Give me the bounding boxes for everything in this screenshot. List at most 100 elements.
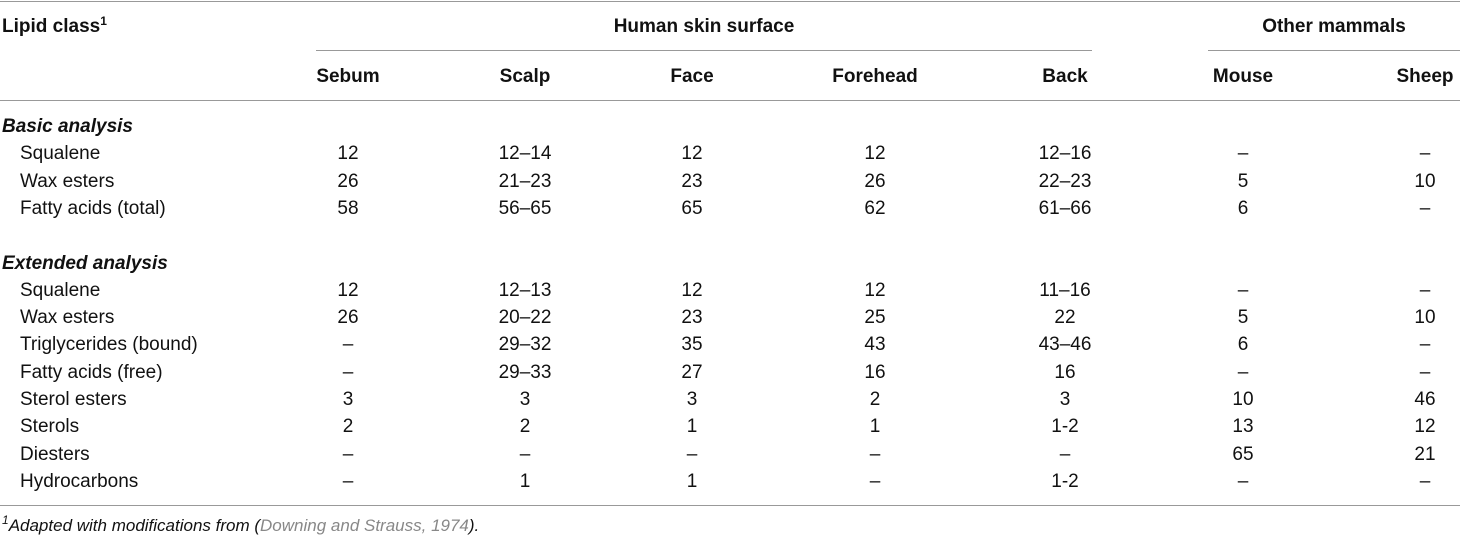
cell: 3 xyxy=(342,389,354,410)
cell: 12 xyxy=(864,279,886,301)
cell: 1-2 xyxy=(1051,470,1079,492)
group-rule xyxy=(316,50,1092,51)
cell: – xyxy=(342,443,354,465)
cell: 43 xyxy=(864,334,886,356)
citation-link[interactable]: Downing and Strauss, 1974 xyxy=(260,516,469,535)
cell: 6 xyxy=(1237,197,1249,219)
cell: – xyxy=(1419,279,1431,301)
footnote-text: ). xyxy=(468,516,480,535)
cell: 13 xyxy=(1232,416,1254,438)
cell: 1 xyxy=(686,470,698,492)
cell: 11–16 xyxy=(1039,279,1091,301)
cell: – xyxy=(1237,361,1249,383)
cell: 20–22 xyxy=(498,307,552,329)
cell: 29–32 xyxy=(498,334,552,356)
cell: – xyxy=(869,470,881,492)
cell: – xyxy=(1059,443,1071,465)
bottom-rule xyxy=(0,505,1460,506)
cell: 56–65 xyxy=(498,197,552,219)
footnote: 1Adapted with modifications from (Downin… xyxy=(2,513,480,537)
cell: – xyxy=(342,470,354,492)
row-label: Diesters xyxy=(20,443,90,465)
label-text: Lipid class xyxy=(2,16,101,37)
cell: 1-2 xyxy=(1051,416,1079,438)
cell: 12 xyxy=(337,143,359,165)
cell: 3 xyxy=(519,389,531,410)
column-header: Sheep xyxy=(1396,66,1454,87)
cell: 62 xyxy=(864,197,886,219)
footnote-text: Adapted with modifications from ( xyxy=(8,516,261,535)
section-title: Basic analysis xyxy=(2,116,133,137)
column-header: Back xyxy=(1042,66,1088,87)
group-rule xyxy=(1208,50,1460,51)
cell: – xyxy=(342,334,354,356)
cell: 12 xyxy=(864,143,886,165)
row-label: Triglycerides (bound) xyxy=(20,334,198,356)
row-label: Fatty acids (total) xyxy=(20,197,166,219)
cell: 12–16 xyxy=(1038,143,1092,165)
cell: – xyxy=(1419,143,1431,165)
column-header: Sebum xyxy=(316,66,380,87)
cell: 5 xyxy=(1237,170,1249,192)
header-rule xyxy=(0,100,1460,101)
cell: 12 xyxy=(1414,416,1436,438)
row-label: Sterol esters xyxy=(20,389,127,410)
cell: 2 xyxy=(869,389,881,410)
row-label: Squalene xyxy=(20,279,101,301)
cell: 1 xyxy=(519,470,531,492)
cell: – xyxy=(342,361,354,383)
cell: 12–14 xyxy=(498,143,552,165)
cell: – xyxy=(1419,470,1431,492)
column-header: Mouse xyxy=(1212,66,1274,87)
cell: 22 xyxy=(1054,307,1076,329)
footnote-marker: 1 xyxy=(2,513,9,527)
cell: – xyxy=(1419,334,1431,356)
cell: – xyxy=(1419,197,1431,219)
cell: 25 xyxy=(864,307,886,329)
cell: 2 xyxy=(519,416,531,438)
cell: 10 xyxy=(1232,389,1254,410)
top-rule xyxy=(0,1,1460,2)
cell: 5 xyxy=(1237,307,1249,329)
cell: 1 xyxy=(869,416,881,438)
cell: 6 xyxy=(1237,334,1249,356)
cell: 12 xyxy=(681,143,703,165)
cell: 2 xyxy=(342,416,354,438)
cell: – xyxy=(686,443,698,465)
group-header: Other mammals xyxy=(1262,16,1406,37)
cell: – xyxy=(869,443,881,465)
column-header: Face xyxy=(670,66,714,87)
cell: 1 xyxy=(686,416,698,438)
row-label: Squalene xyxy=(20,143,101,165)
cell: 46 xyxy=(1414,389,1436,410)
cell: 65 xyxy=(681,197,703,219)
row-label: Hydrocarbons xyxy=(20,470,139,492)
column-header: Forehead xyxy=(832,66,918,87)
cell: 22–23 xyxy=(1038,170,1092,192)
cell: 12 xyxy=(337,279,359,301)
cell: 65 xyxy=(1232,443,1254,465)
cell: 29–33 xyxy=(498,361,552,383)
footnote-marker: 1 xyxy=(100,14,107,28)
cell: 35 xyxy=(681,334,703,356)
cell: – xyxy=(519,443,531,465)
cell: 12 xyxy=(681,279,703,301)
cell: 26 xyxy=(337,170,359,192)
cell: – xyxy=(1237,470,1249,492)
cell: 16 xyxy=(864,361,886,383)
cell: 3 xyxy=(686,389,698,410)
cell: – xyxy=(1237,279,1249,301)
cell: 26 xyxy=(864,170,886,192)
cell: 12–13 xyxy=(498,279,552,301)
row-label: Wax esters xyxy=(20,307,115,329)
cell: – xyxy=(1237,143,1249,165)
group-header: Human skin surface xyxy=(613,16,795,37)
cell: 3 xyxy=(1059,389,1071,410)
cell: 16 xyxy=(1054,361,1076,383)
cell: – xyxy=(1419,361,1431,383)
cell: 10 xyxy=(1414,307,1436,329)
cell: 61–66 xyxy=(1038,197,1092,219)
cell: 27 xyxy=(681,361,703,383)
cell: 43–46 xyxy=(1038,334,1092,356)
cell: 21 xyxy=(1414,443,1436,465)
